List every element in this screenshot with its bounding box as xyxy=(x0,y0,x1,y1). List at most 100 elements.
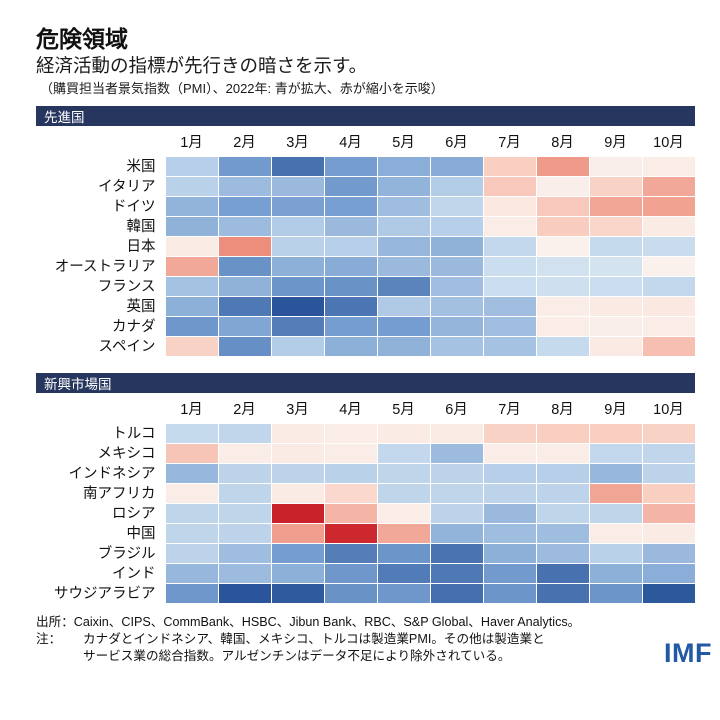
heat-cell xyxy=(482,563,537,585)
heat-cell xyxy=(588,176,643,198)
heat-cell xyxy=(641,503,696,525)
heatmap-row: 南アフリカ xyxy=(36,483,696,505)
month-header-9: 9月 xyxy=(589,393,642,424)
heat-cell xyxy=(641,176,696,198)
heat-cell xyxy=(376,503,431,525)
heat-cell xyxy=(323,523,378,545)
note-text-2: サービス業の総合指数。アルゼンチンはデータ不足により除外されている。 xyxy=(83,649,511,664)
heat-cell xyxy=(482,176,537,198)
heatmap-row: 米国 xyxy=(36,156,696,178)
heat-cell xyxy=(535,196,590,218)
row-label-フランス: フランス xyxy=(36,276,165,297)
heat-cell xyxy=(482,256,537,278)
month-header-3: 3月 xyxy=(271,393,324,424)
heat-cell xyxy=(217,156,272,178)
month-header-7: 7月 xyxy=(483,393,536,424)
heat-cell xyxy=(429,563,484,585)
heatmap-body-advanced: 米国 イタリア ドイツ 韓国 日本 オーストラリア フランス 英国 カナダ スペイン xyxy=(36,156,696,358)
heat-cell xyxy=(270,543,325,565)
heat-cell xyxy=(482,296,537,318)
heat-cell xyxy=(376,316,431,338)
heat-cell xyxy=(164,423,219,445)
page-subtitle: 経済活動の指標が先行きの暗さを示す。 xyxy=(36,55,368,77)
heat-cell xyxy=(217,196,272,218)
heatmap-header-emerging: 1月 2月 3月 4月 5月 6月 7月 8月 9月 10月 xyxy=(36,393,695,424)
heat-cell xyxy=(588,503,643,525)
heat-cell xyxy=(164,216,219,238)
heat-cell xyxy=(164,563,219,585)
heat-cell xyxy=(641,543,696,565)
heat-cell xyxy=(429,483,484,505)
heatmap-row: トルコ xyxy=(36,423,696,445)
panel-emerging-markets: 新興市場国 1月 2月 3月 4月 5月 6月 7月 8月 9月 10月 トルコ メキシコ インドネシ… xyxy=(36,373,696,605)
row-label-米国: 米国 xyxy=(36,156,165,177)
heat-cell xyxy=(376,236,431,258)
heatmap-row: サウジアラビア xyxy=(36,583,696,605)
heat-cell xyxy=(535,176,590,198)
heat-cell xyxy=(270,503,325,525)
heat-cell xyxy=(217,216,272,238)
heat-cell xyxy=(376,523,431,545)
heat-cell xyxy=(164,483,219,505)
heat-cell xyxy=(376,256,431,278)
heat-cell xyxy=(588,216,643,238)
corner-cell xyxy=(36,126,165,157)
heat-cell xyxy=(164,443,219,465)
heat-cell xyxy=(429,196,484,218)
row-label-ドイツ: ドイツ xyxy=(36,196,165,217)
heat-cell xyxy=(270,176,325,198)
month-header-7: 7月 xyxy=(483,126,536,157)
month-header-9: 9月 xyxy=(589,126,642,157)
heat-cell xyxy=(588,256,643,278)
heat-cell xyxy=(641,336,696,358)
heat-cell xyxy=(535,156,590,178)
heat-cell xyxy=(588,296,643,318)
row-label-英国: 英国 xyxy=(36,296,165,317)
heat-cell xyxy=(217,443,272,465)
heat-cell xyxy=(588,336,643,358)
heat-cell xyxy=(376,276,431,298)
heat-cell xyxy=(376,196,431,218)
panel-title-emerging: 新興市場国 xyxy=(36,373,695,394)
heat-cell xyxy=(482,156,537,178)
row-label-韓国: 韓国 xyxy=(36,216,165,237)
heatmap-row: ロシア xyxy=(36,503,696,525)
heatmap-table-advanced: 1月 2月 3月 4月 5月 6月 7月 8月 9月 10月 米国 イタリア ドイツ 韓国 日本 オーストラ… xyxy=(36,126,696,358)
heat-cell xyxy=(323,196,378,218)
heat-cell xyxy=(376,483,431,505)
heat-cell xyxy=(164,523,219,545)
heat-cell xyxy=(641,156,696,178)
heat-cell xyxy=(482,196,537,218)
heat-cell xyxy=(376,156,431,178)
corner-cell xyxy=(36,393,165,424)
heat-cell xyxy=(164,583,219,605)
heat-cell xyxy=(588,196,643,218)
heat-cell xyxy=(429,423,484,445)
heat-cell xyxy=(270,196,325,218)
row-label-オーストラリア: オーストラリア xyxy=(36,256,165,277)
month-header-10: 10月 xyxy=(642,393,695,424)
heat-cell xyxy=(482,443,537,465)
heatmap-row: 中国 xyxy=(36,523,696,545)
heatmap-header-advanced: 1月 2月 3月 4月 5月 6月 7月 8月 9月 10月 xyxy=(36,126,695,157)
heat-cell xyxy=(482,463,537,485)
heat-cell xyxy=(270,236,325,258)
heat-cell xyxy=(641,423,696,445)
heat-cell xyxy=(323,503,378,525)
heat-cell xyxy=(217,463,272,485)
heat-cell xyxy=(429,543,484,565)
heat-cell xyxy=(588,236,643,258)
heat-cell xyxy=(641,296,696,318)
heat-cell xyxy=(217,503,272,525)
heat-cell xyxy=(641,563,696,585)
heat-cell xyxy=(217,563,272,585)
heat-cell xyxy=(429,503,484,525)
heat-cell xyxy=(217,296,272,318)
heat-cell xyxy=(535,563,590,585)
heat-cell xyxy=(535,336,590,358)
row-label-イタリア: イタリア xyxy=(36,176,165,197)
heatmap-row: フランス xyxy=(36,276,696,298)
heat-cell xyxy=(323,563,378,585)
heat-cell xyxy=(217,543,272,565)
heat-cell xyxy=(535,296,590,318)
